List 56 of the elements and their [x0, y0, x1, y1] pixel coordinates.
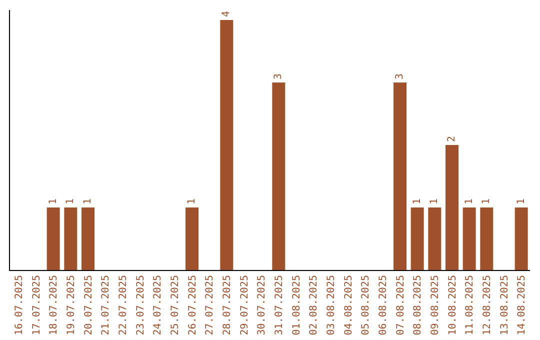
bar [220, 20, 234, 270]
x-tick-label: 30.07.2025 [256, 275, 268, 336]
x-tick-label: 20.07.2025 [83, 275, 94, 336]
data-label: 1 [516, 198, 527, 204]
x-tick-label: 09.08.2025 [430, 275, 441, 336]
bar [186, 208, 198, 270]
x-tick-label: 18.07.2025 [48, 275, 60, 336]
bar [428, 208, 442, 270]
x-tick-label: 10.08.2025 [447, 275, 458, 336]
bar [480, 208, 494, 270]
x-tick-label: 12.08.2025 [482, 275, 493, 336]
data-label: 1 [82, 198, 94, 204]
bar [394, 82, 406, 270]
data-label: 4 [221, 10, 232, 17]
x-tick-label: 19.07.2025 [66, 275, 77, 336]
x-tick-label: 23.07.2025 [135, 275, 146, 336]
x-tick-label: 21.07.2025 [100, 275, 112, 336]
data-label: 1 [412, 198, 423, 204]
data-label: 1 [186, 198, 198, 204]
x-tick-label: 24.07.2025 [152, 275, 164, 336]
bar [64, 208, 78, 270]
data-label: 2 [446, 136, 458, 142]
bar [46, 208, 60, 270]
x-tick-label: 31.07.2025 [274, 275, 285, 336]
x-tick-label: 27.07.2025 [204, 275, 216, 336]
x-tick-label: 26.07.2025 [187, 275, 198, 336]
x-tick-label: 16.07.2025 [14, 275, 25, 336]
x-tick-label: 01.08.2025 [291, 275, 302, 336]
bar [446, 145, 458, 270]
x-tick-label: 25.07.2025 [170, 275, 181, 336]
bar [514, 208, 528, 270]
x-tick-label: 07.08.2025 [395, 275, 406, 336]
x-tick-label: 11.08.2025 [464, 275, 476, 336]
data-label: 3 [394, 73, 406, 80]
x-tick-label: 29.07.2025 [239, 275, 250, 336]
bar [82, 208, 94, 270]
x-tick-label: 22.07.2025 [118, 275, 129, 336]
x-tick-label: 13.08.2025 [499, 275, 510, 336]
data-label: 1 [65, 198, 76, 204]
x-tick-label: 28.07.2025 [222, 275, 233, 336]
x-tick-label: 14.08.2025 [516, 275, 528, 336]
x-tick-label: 08.08.2025 [412, 275, 424, 336]
bar [462, 208, 476, 270]
x-tick-label: 02.08.2025 [308, 275, 320, 336]
data-label: 3 [273, 73, 284, 80]
data-label: 1 [48, 198, 59, 204]
data-label: 1 [464, 198, 475, 204]
bar [410, 208, 424, 270]
x-tick-label: 17.07.2025 [31, 275, 42, 336]
x-tick-label: 05.08.2025 [360, 275, 372, 336]
x-tick-label: 06.08.2025 [378, 275, 389, 336]
x-tick-label: 03.08.2025 [326, 275, 337, 336]
x-tick-label: 04.08.2025 [343, 275, 354, 336]
data-label: 1 [481, 198, 492, 204]
data-label: 1 [429, 198, 440, 204]
bar [272, 82, 286, 270]
